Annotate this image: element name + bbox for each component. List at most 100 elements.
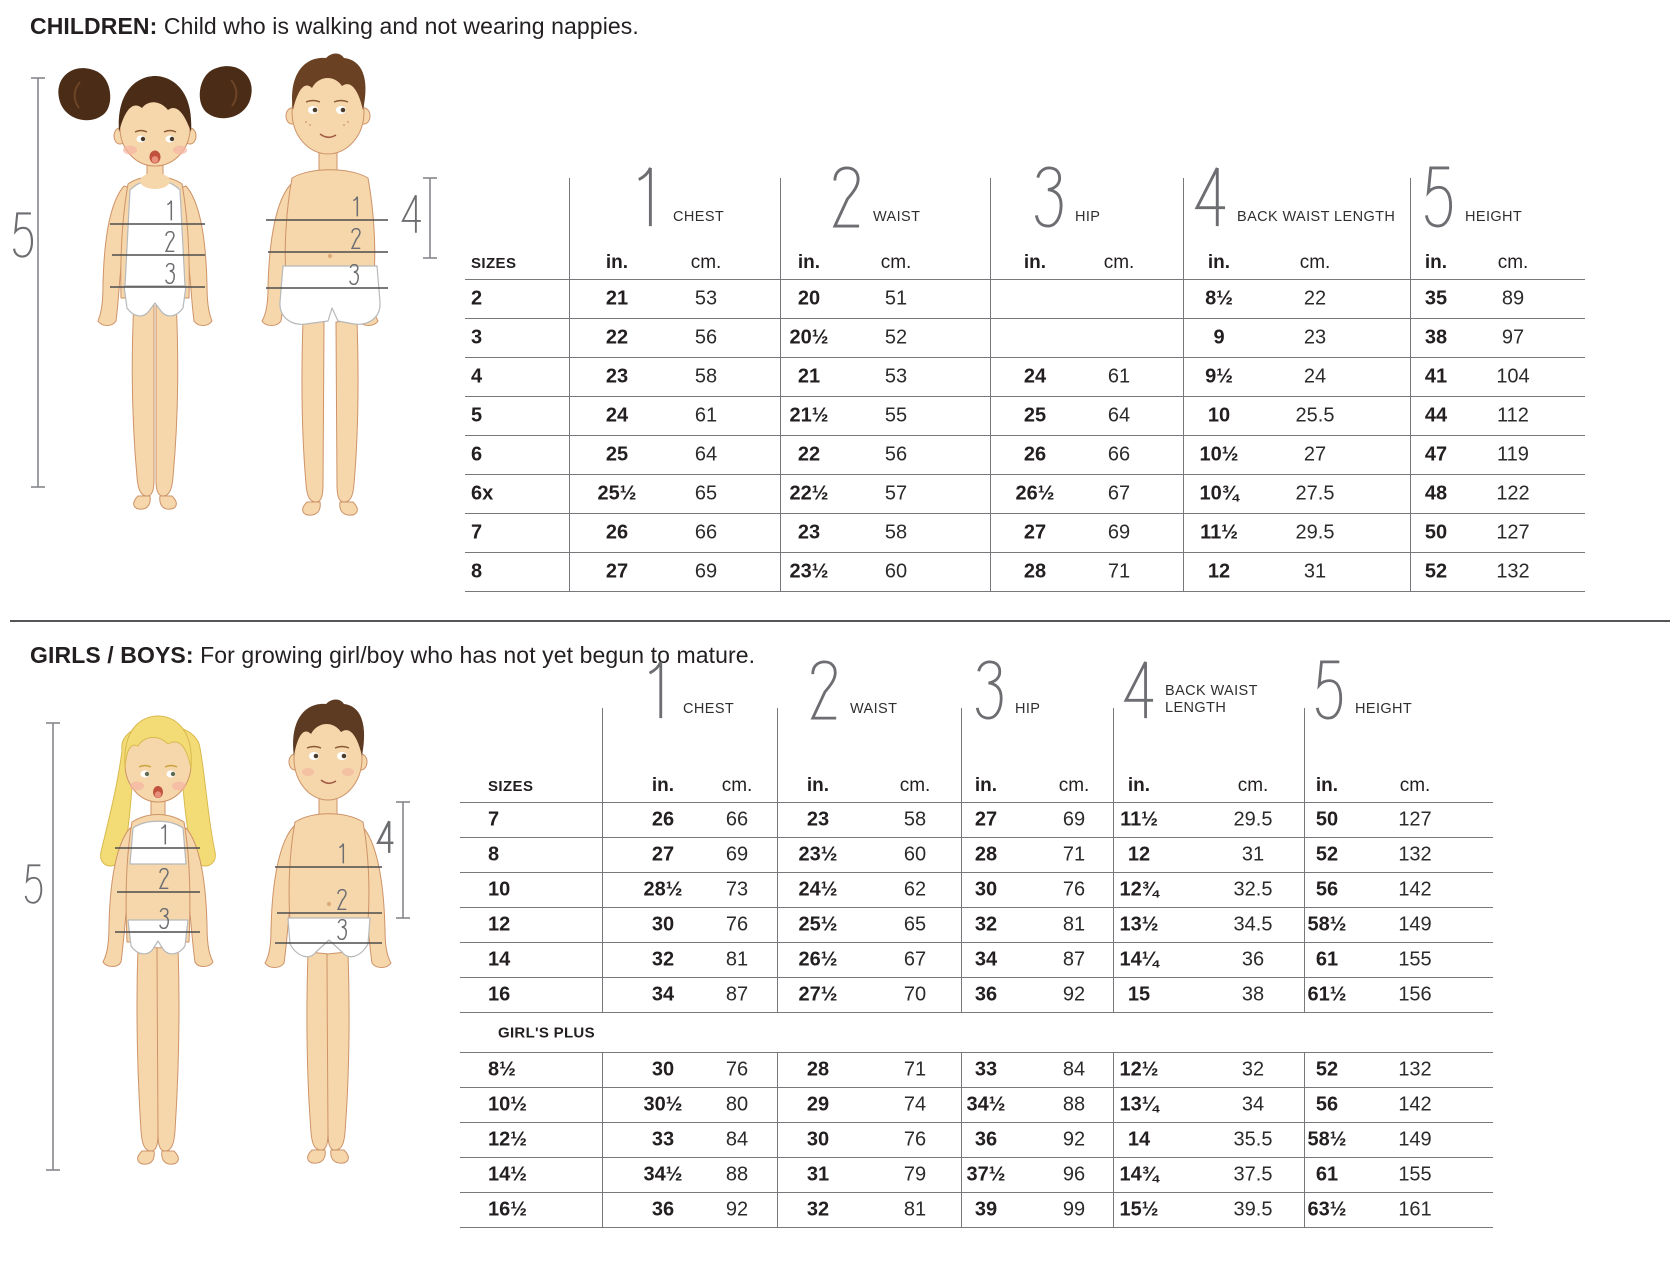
cell-chest-in: 25½ [597,482,637,505]
column-label: HEIGHT [1355,701,1413,717]
cell-waist-cm: 70 [903,983,927,1006]
girls-boys-girl-figure [100,715,216,1165]
cell-height-cm: 97 [1501,326,1525,349]
cell-waist-cm: 52 [884,326,908,349]
column-label: WAIST [850,701,898,717]
cell-chest-cm: 65 [694,482,718,505]
cell-chest-in: 34½ [643,1163,683,1186]
cell-height-in: 52 [1315,843,1339,866]
cell-height-cm: 122 [1496,482,1530,505]
children-boy-figure [261,53,381,516]
cell-height-cm: 149 [1398,1128,1432,1151]
children-heading: CHILDREN: Child who is walking and not w… [30,13,639,40]
column-header-chest: CHEST [629,166,724,228]
column-header-back-waist-length: BACK WAIST LENGTH [1122,660,1277,720]
cell-height-in: 58½ [1307,1128,1347,1151]
cell-size: 3 [471,326,483,349]
cell-hip-cm: 67 [1107,482,1131,505]
cell-back-waist-length-in: 14¾ [1119,1163,1159,1186]
cell-height-in: 48 [1424,482,1448,505]
column-header-hip: HIP [972,660,1040,720]
cell-height-in: 61 [1315,1163,1339,1186]
table-vertical-rule [990,178,992,591]
column-number-numeral [629,166,664,228]
unit-in-chest: in. [651,775,675,796]
cell-height-in: 50 [1315,808,1339,831]
girls-boys-heading-text: For growing girl/boy who has not yet beg… [200,642,756,668]
height-dimension-line [46,722,60,1171]
cell-back-waist-length-in: 15½ [1119,1198,1159,1221]
cell-waist-in: 21 [797,365,821,388]
unit-cm-back-waist-length: cm. [1299,252,1331,273]
column-label: HEIGHT [1465,209,1523,225]
table-vertical-rule [602,708,604,1012]
cell-back-waist-length-cm: 36 [1241,948,1265,971]
cell-height-cm: 119 [1497,443,1529,466]
cell-waist-cm: 58 [903,808,927,831]
back-waist-dimension-line [423,177,437,259]
cell-chest-cm: 81 [725,948,749,971]
cell-height-cm: 142 [1398,1093,1432,1116]
cell-waist-in: 27½ [798,983,838,1006]
column-header-waist: WAIST [829,166,920,228]
cell-waist-in: 29 [806,1093,830,1116]
cell-back-waist-length-in: 8½ [1205,287,1233,310]
table-row: 8 27 69 23½ 60 28 71 12 31 52 132 [460,837,1493,872]
unit-cm-waist: cm. [899,775,931,796]
back-waist-dimension-line [396,801,410,919]
cell-chest-in: 24 [605,404,629,427]
table-bottom-rule [465,591,1585,593]
cell-back-waist-length-in: 13¼ [1119,1093,1159,1116]
cell-height-cm: 142 [1398,878,1432,901]
cell-chest-in: 21 [605,287,629,310]
cell-size: 16 [488,983,511,1006]
cell-waist-in: 32 [806,1198,830,1221]
cell-chest-in: 30 [651,1058,675,1081]
cell-chest-in: 25 [605,443,629,466]
column-label: BACK WAIST LENGTH [1237,209,1396,225]
cell-size: 7 [471,521,483,544]
cell-height-in: 56 [1315,878,1339,901]
column-number-numeral [640,660,674,720]
table-row: 6 25 64 22 56 26 66 10½ 27 47 119 [465,435,1585,474]
unit-cm-height: cm. [1497,252,1529,273]
cell-waist-cm: 58 [884,521,908,544]
cell-chest-in: 32 [651,948,675,971]
cell-waist-cm: 57 [884,482,908,505]
cell-hip-in: 28 [1023,560,1047,583]
table-row: 6x 25½ 65 22½ 57 26½ 67 10¾ 27.5 48 122 [465,474,1585,513]
cell-back-waist-length-cm: 23 [1303,326,1327,349]
cell-waist-in: 23½ [798,843,838,866]
table-vertical-rule [1113,708,1115,1012]
cell-back-waist-length-cm: 32.5 [1233,878,1273,901]
column-label: WAIST [873,209,921,225]
cell-back-waist-length-cm: 27 [1303,443,1327,466]
column-number-numeral [1031,166,1066,228]
column-number-numeral [1421,166,1456,228]
cell-hip-in: 27 [1023,521,1047,544]
children-illustration [31,53,437,516]
height-dimension-line [31,77,45,488]
table-vertical-rule [777,1052,779,1227]
unit-in-back-waist-length: in. [1207,252,1231,273]
table-row: 2 21 53 20 51 8½ 22 35 89 [465,279,1585,318]
cell-back-waist-length-in: 9 [1213,326,1225,349]
cell-waist-cm: 56 [884,443,908,466]
cell-chest-in: 22 [605,326,629,349]
cell-height-in: 52 [1315,1058,1339,1081]
cell-height-in: 41 [1424,365,1448,388]
cell-back-waist-length-in: 12½ [1119,1058,1159,1081]
column-label: BACK WAIST LENGTH [1165,682,1258,716]
unit-cm-hip: cm. [1058,775,1090,796]
cell-waist-in: 22 [797,443,821,466]
cell-height-in: 61 [1315,948,1339,971]
cell-hip-in: 25 [1023,404,1047,427]
cell-back-waist-length-in: 9½ [1205,365,1233,388]
cell-hip-cm: 61 [1107,365,1131,388]
cell-hip-in: 30 [974,878,998,901]
cell-waist-cm: 67 [903,948,927,971]
table-vertical-rule [961,708,963,1012]
table-vertical-rule [569,178,571,591]
cell-height-cm: 127 [1398,808,1432,831]
